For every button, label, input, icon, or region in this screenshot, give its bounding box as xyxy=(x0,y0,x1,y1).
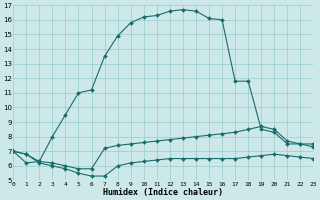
X-axis label: Humidex (Indice chaleur): Humidex (Indice chaleur) xyxy=(103,188,223,197)
